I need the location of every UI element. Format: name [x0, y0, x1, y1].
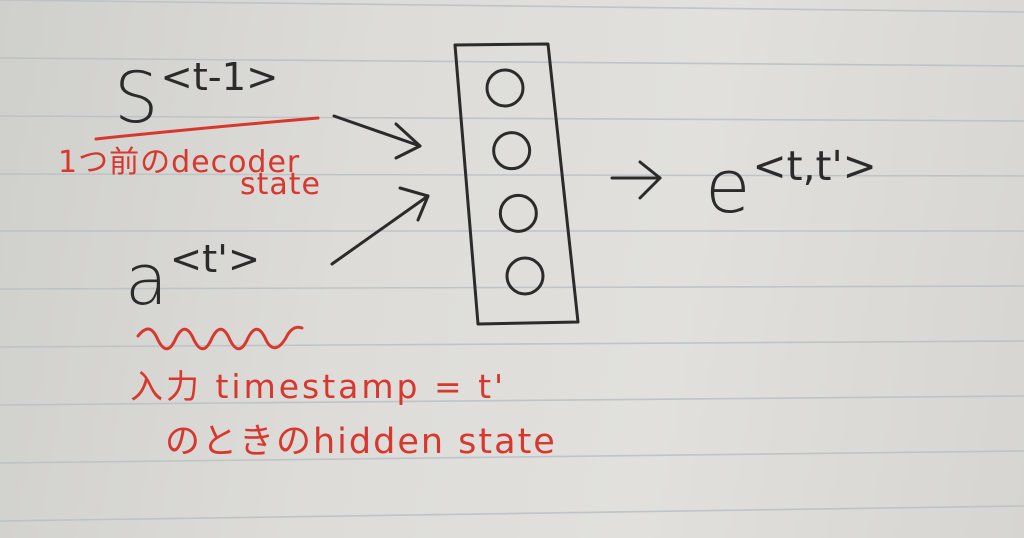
s-to-network-arrow: [332, 114, 422, 148]
a-to-network-arrowhead: [398, 186, 430, 222]
network-node: [505, 256, 545, 296]
network-layer-box: [453, 42, 580, 326]
network-nodes: [485, 68, 545, 296]
a-label: a<t'>: [125, 241, 260, 315]
a-label-base: a: [125, 239, 168, 321]
s-label-superscript: <t-1>: [160, 55, 279, 101]
e-label-base: e: [705, 144, 751, 230]
decoder-note-line1: 1つ前のdecoder: [58, 145, 301, 180]
input-note-line1: 入力 timestamp = t': [130, 367, 507, 406]
a-label-superscript: <t'>: [169, 237, 261, 283]
network-node: [485, 68, 525, 108]
e-label: e<t,t'>: [705, 146, 877, 224]
input-note-line2: のときのhidden state: [165, 422, 557, 462]
s-label: S<t-1>: [114, 59, 278, 133]
decoder-note-line2: state: [240, 167, 321, 202]
s-label-base: S: [114, 57, 159, 139]
a-to-network-arrow: [330, 194, 430, 266]
network-node: [498, 193, 538, 233]
s-underline: [94, 116, 320, 141]
e-label-superscript: <t,t'>: [752, 141, 877, 190]
network-to-e-arrowhead: [638, 160, 662, 200]
s-to-network-arrowhead: [394, 122, 422, 160]
a-squiggle-underline: [136, 325, 304, 351]
network-node: [492, 131, 532, 171]
